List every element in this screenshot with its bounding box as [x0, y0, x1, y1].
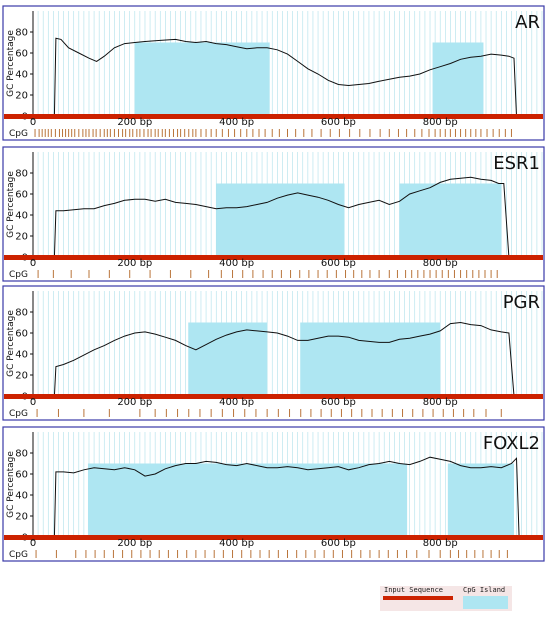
cpg-island-2 [447, 463, 515, 537]
legend-cpg-island-swatch [463, 596, 508, 609]
cpg-strip-label: CpG [9, 550, 28, 560]
x-tick-label: 400 bp [219, 117, 254, 128]
y-axis-title: GC Percentage [6, 30, 16, 97]
input-sequence-bar [4, 255, 543, 260]
cpg-strip-label: CpG [9, 409, 28, 419]
gene-label: FOXL2 [483, 433, 540, 454]
gc-percentage-line [53, 176, 510, 258]
gene-label: ESR1 [493, 153, 540, 174]
x-tick-label: 400 bp [219, 538, 254, 549]
cpg-ticks [37, 270, 498, 278]
y-tick-label: 40 [15, 491, 28, 502]
x-tick-label: 0 [30, 538, 36, 549]
y-tick-label: 40 [15, 211, 28, 222]
cpg-strip-label: CpG [9, 270, 28, 280]
x-tick-label: 400 bp [219, 258, 254, 269]
legend-cpg-island-label: CpG Island [463, 586, 505, 594]
cpg-ticks [36, 409, 502, 417]
y-tick-label: 40 [15, 350, 28, 361]
cpg-island-1 [188, 322, 268, 396]
x-tick-label: 800 bp [423, 397, 458, 408]
y-tick-label: 80 [15, 308, 28, 319]
y-tick-label: 80 [15, 28, 28, 39]
input-sequence-bar [4, 114, 543, 119]
cpg-strip-label: CpG [9, 129, 28, 139]
gene-label: PGR [503, 292, 540, 313]
cpg-island-1 [216, 183, 345, 257]
y-tick-label: 20 [15, 232, 28, 243]
legend-input-sequence-label: Input Sequence [384, 586, 443, 594]
y-tick-label: 60 [15, 49, 28, 60]
x-tick-label: 600 bp [321, 397, 356, 408]
cpg-ticks [34, 129, 512, 137]
gc-percentage-line [53, 456, 520, 538]
gc-percentage-line [53, 37, 517, 117]
legend: Input Sequence CpG Island [380, 586, 512, 611]
y-axis-title: GC Percentage [6, 310, 16, 377]
cpg-island-2 [300, 322, 441, 396]
x-tick-label: 0 [30, 258, 36, 269]
y-tick-label: 40 [15, 70, 28, 81]
y-axis-title: GC Percentage [6, 171, 16, 238]
y-tick-label: 20 [15, 512, 28, 523]
input-sequence-bar [4, 394, 543, 399]
y-tick-label: 60 [15, 470, 28, 481]
x-tick-label: 800 bp [423, 117, 458, 128]
y-tick-label: 20 [15, 91, 28, 102]
gene-label: AR [515, 12, 540, 33]
x-tick-label: 600 bp [321, 258, 356, 269]
x-tick-label: 0 [30, 117, 36, 128]
x-tick-label: 200 bp [117, 397, 152, 408]
x-tick-label: 800 bp [423, 538, 458, 549]
y-tick-label: 60 [15, 190, 28, 201]
x-tick-label: 200 bp [117, 117, 152, 128]
y-axis-title: GC Percentage [6, 451, 16, 518]
y-tick-label: 60 [15, 329, 28, 340]
x-tick-label: 200 bp [117, 538, 152, 549]
input-sequence-bar [4, 535, 543, 540]
y-tick-label: 80 [15, 449, 28, 460]
legend-input-sequence-swatch [383, 596, 453, 600]
gc-percentage-line [53, 321, 515, 397]
x-tick-label: 400 bp [219, 397, 254, 408]
x-tick-label: 800 bp [423, 258, 458, 269]
cpg-island-2 [432, 42, 484, 116]
cpg-island-1 [87, 463, 408, 537]
x-tick-label: 600 bp [321, 538, 356, 549]
x-tick-label: 600 bp [321, 117, 356, 128]
x-tick-label: 0 [30, 397, 36, 408]
x-tick-label: 200 bp [117, 258, 152, 269]
cpg-island-2 [399, 183, 502, 257]
y-tick-label: 80 [15, 169, 28, 180]
y-tick-label: 20 [15, 371, 28, 382]
cpg-ticks [35, 550, 508, 558]
cpg-island-1 [134, 42, 270, 116]
